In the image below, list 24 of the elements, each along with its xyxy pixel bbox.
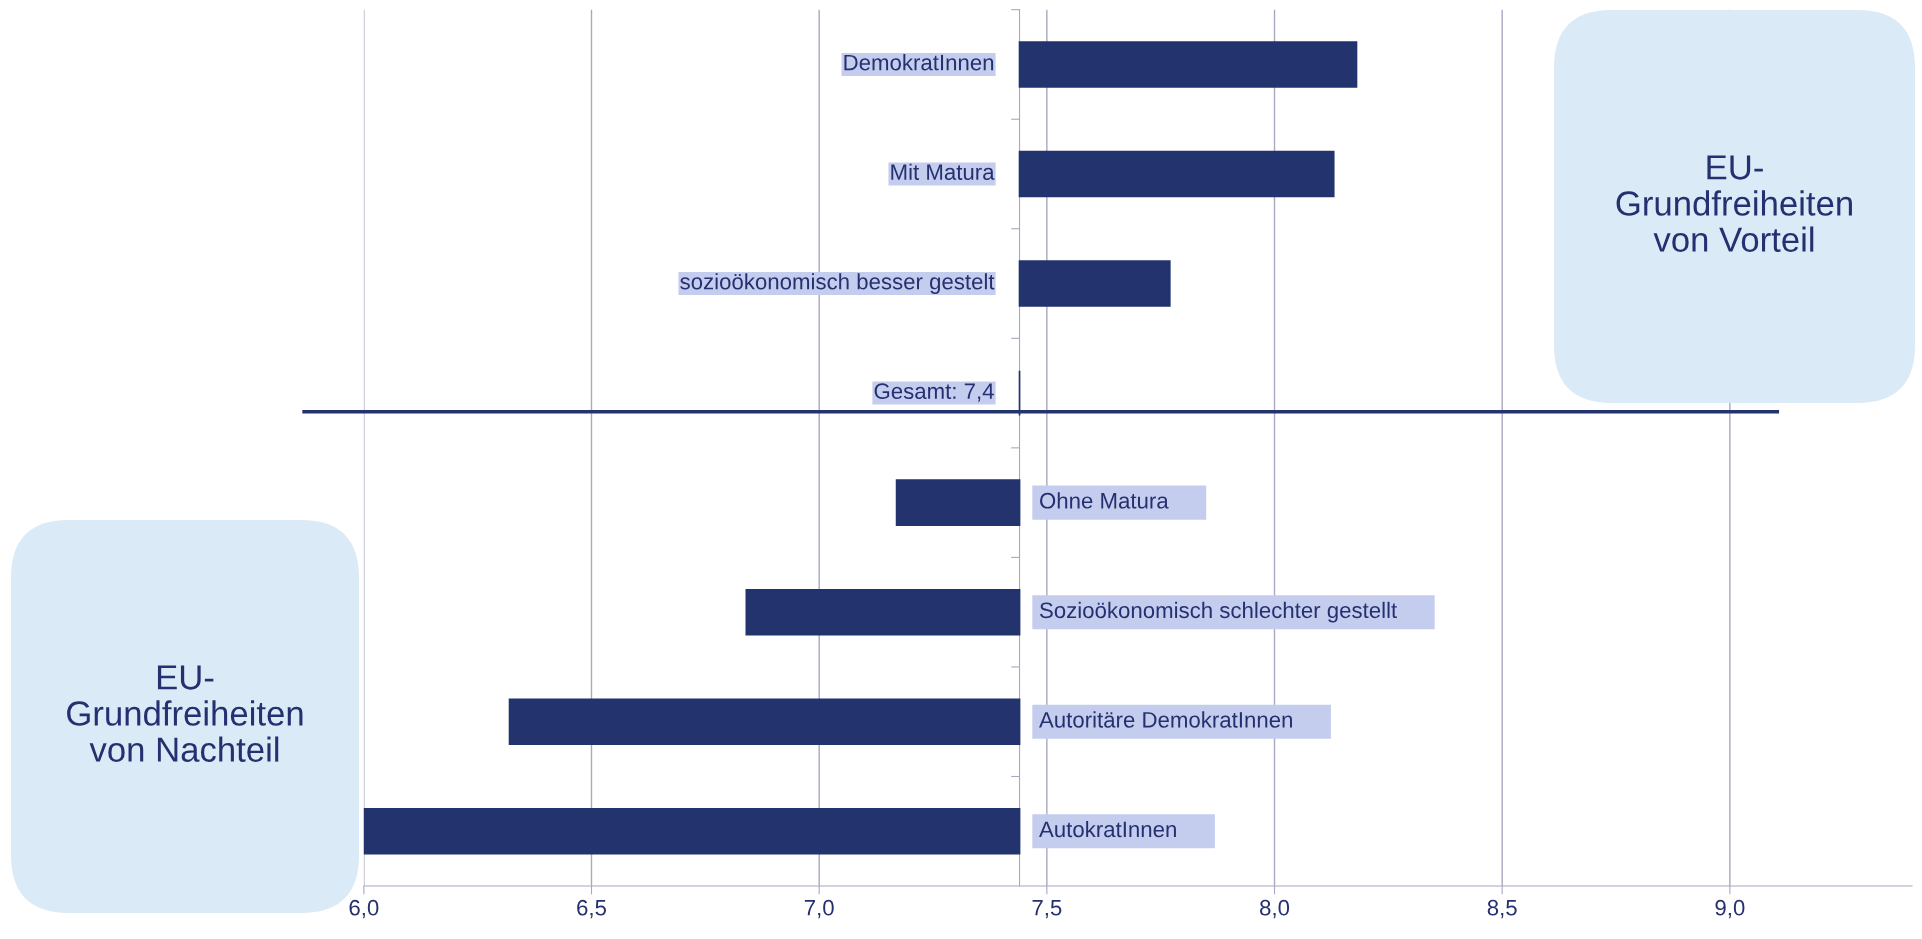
annotation: EU- Grundfreiheiten von Vorteil bbox=[1616, 155, 1852, 252]
x-tick-label: 6,5 bbox=[577, 899, 607, 919]
bar bbox=[508, 698, 1021, 746]
y-tick-label: DemokratInnen bbox=[844, 54, 994, 71]
y-tick-label: Gesamt: 7,4 bbox=[874, 383, 994, 402]
y-tick-label: sozioökonomisch besser gestelt bbox=[680, 273, 995, 294]
bar bbox=[1018, 150, 1335, 198]
x-tick-label: 8,5 bbox=[1487, 899, 1517, 919]
x-tick-label: 9,0 bbox=[1715, 899, 1745, 919]
x-tick-label: 8,0 bbox=[1260, 899, 1290, 919]
text: EU- Grundfreiheiten von Nachteil bbox=[67, 665, 303, 762]
bar bbox=[745, 588, 1021, 636]
y-tick-label: AutokratInnen bbox=[1039, 820, 1176, 838]
bar bbox=[895, 479, 1021, 526]
y-tick-label: Sozioökonomisch schlechter gestellt bbox=[1039, 601, 1398, 623]
bar bbox=[1018, 41, 1358, 88]
x-tick-label: 6,0 bbox=[349, 899, 379, 919]
bar bbox=[1018, 260, 1171, 307]
y-tick-label: Ohne Matura bbox=[1040, 492, 1169, 509]
bar bbox=[363, 807, 1021, 855]
y-tick-label: Mit Matura bbox=[891, 163, 995, 180]
x-tick-label: 7,0 bbox=[804, 899, 834, 919]
x-tick-label: 7,5 bbox=[1032, 900, 1062, 919]
y-tick-label: Autoritäre DemokratInnen bbox=[1039, 711, 1292, 728]
